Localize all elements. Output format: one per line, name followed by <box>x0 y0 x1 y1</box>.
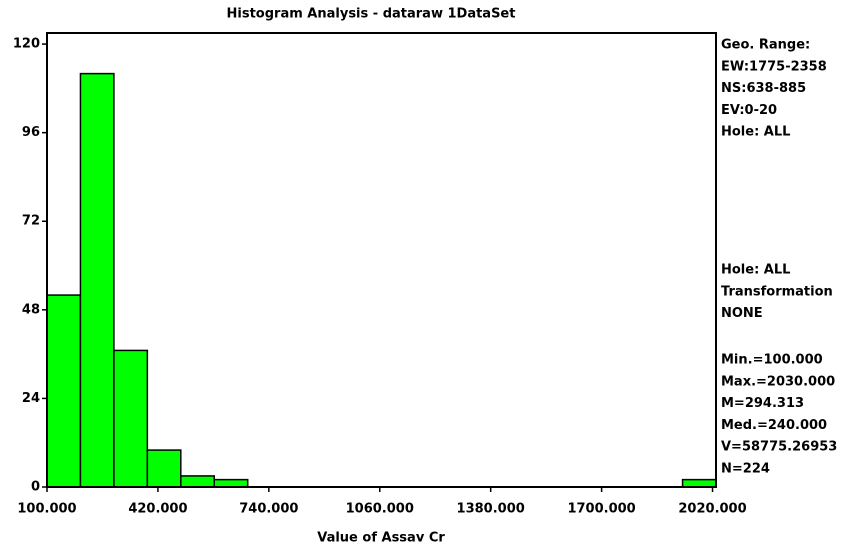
info-text: Geo. Range: <box>721 38 810 53</box>
bar <box>46 294 82 488</box>
info-text: M=294.313 <box>721 396 804 411</box>
info-text: Max.=2030.000 <box>721 374 835 389</box>
y-tick-label: 24 <box>22 391 40 406</box>
x-axis-label: Value of Assav Cr <box>317 531 445 546</box>
bar <box>681 478 717 488</box>
info-text: NS:638-885 <box>721 81 806 96</box>
info-text: EV:0-20 <box>721 103 777 118</box>
info-text: N=224 <box>721 462 770 477</box>
info-text: Hole: ALL <box>721 125 790 140</box>
x-tick-label: 1380.000 <box>457 502 525 517</box>
x-tick-label: 2020.000 <box>678 502 746 517</box>
info-text: Hole: ALL <box>721 263 790 278</box>
info-text: NONE <box>721 306 763 321</box>
x-tick-label: 1060.000 <box>346 502 414 517</box>
y-tick-label: 0 <box>31 480 40 495</box>
info-text: Transformation <box>721 284 833 299</box>
y-tick-label: 72 <box>22 214 40 229</box>
y-tick-label: 48 <box>22 302 40 317</box>
y-tick-label: 120 <box>13 37 40 52</box>
info-text: EW:1775-2358 <box>721 59 827 74</box>
bar <box>146 449 182 488</box>
x-tick-label: 740.000 <box>239 502 298 517</box>
x-tick-label: 420.000 <box>128 502 187 517</box>
bar <box>79 72 115 488</box>
chart-title: Histogram Analysis - dataraw 1DataSet <box>227 7 516 22</box>
x-tick-label: 100.000 <box>17 502 76 517</box>
info-text: Med.=240.000 <box>721 418 827 433</box>
info-text: Min.=100.000 <box>721 353 823 368</box>
bar <box>113 349 149 488</box>
x-tick-label: 1700.000 <box>567 502 635 517</box>
y-tick-label: 96 <box>22 125 40 140</box>
plot-frame <box>46 32 717 488</box>
bar <box>180 475 216 488</box>
info-text: V=58775.26953 <box>721 440 837 455</box>
bar <box>213 478 249 488</box>
